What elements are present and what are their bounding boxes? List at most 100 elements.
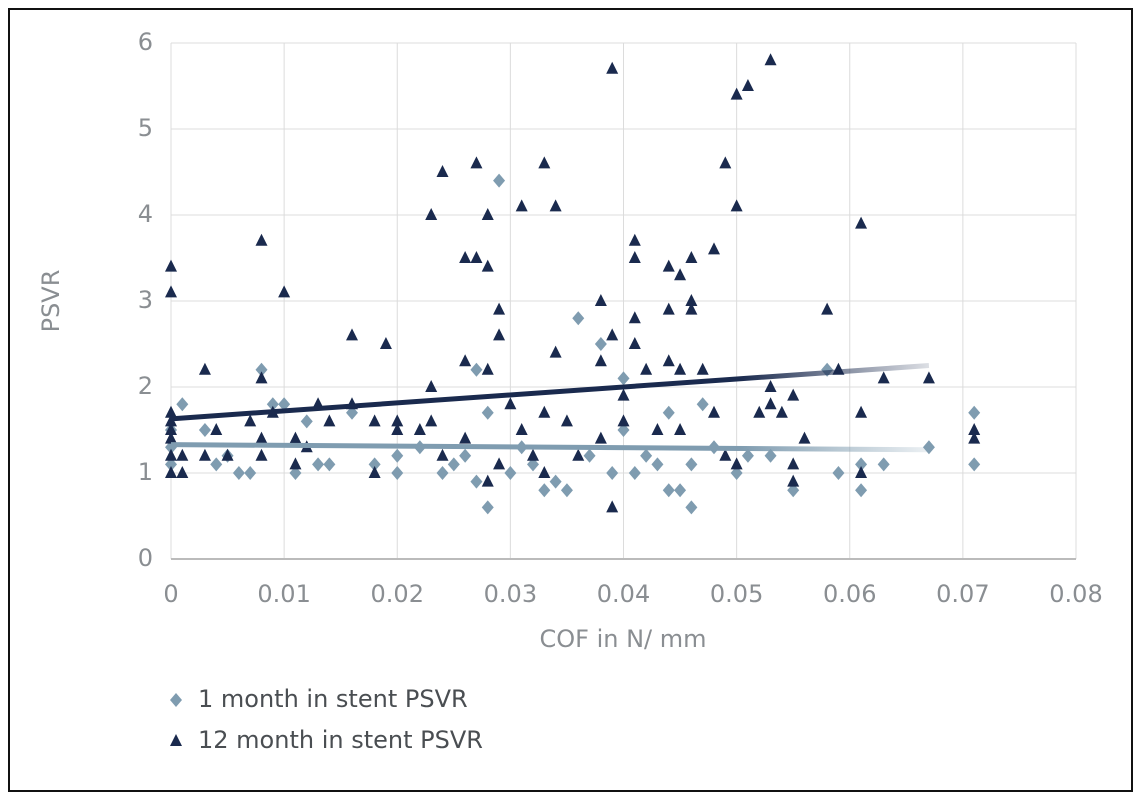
point (459, 448, 472, 463)
point (481, 405, 494, 420)
point (617, 423, 630, 437)
point (289, 466, 302, 480)
point (968, 457, 981, 472)
point (708, 405, 720, 418)
point (606, 466, 619, 480)
point (481, 474, 494, 487)
point (198, 448, 211, 461)
point (198, 362, 211, 375)
point (470, 251, 483, 263)
point (685, 500, 698, 515)
point (368, 414, 381, 427)
point (300, 414, 313, 429)
point (549, 199, 562, 212)
point (391, 423, 404, 435)
point (594, 337, 607, 351)
y-axis-label: PSVR (37, 270, 65, 333)
point (470, 362, 483, 377)
point (391, 466, 404, 480)
point (753, 405, 766, 418)
point (165, 259, 177, 272)
point (504, 397, 517, 410)
point (741, 79, 754, 91)
point (515, 199, 528, 212)
point (968, 405, 981, 420)
point (741, 448, 754, 463)
point (459, 354, 472, 367)
point (538, 483, 551, 498)
y-tick-label: 1 (138, 458, 153, 486)
point (594, 294, 607, 306)
point (764, 53, 777, 66)
point (481, 208, 494, 220)
point (662, 354, 675, 367)
point (165, 285, 177, 298)
y-tick-label: 4 (138, 200, 153, 228)
point (425, 414, 438, 427)
trend-line (170, 442, 929, 453)
point (662, 405, 675, 420)
legend-text: 1 month in stent PSVR (198, 685, 468, 713)
point (323, 414, 336, 427)
point (493, 173, 506, 188)
point (391, 448, 404, 463)
point (764, 397, 777, 410)
point (617, 371, 630, 386)
x-tick-label: 0.06 (823, 580, 876, 608)
point (730, 466, 743, 480)
point (696, 362, 709, 375)
point (459, 431, 472, 444)
point (606, 328, 619, 341)
point (628, 251, 641, 263)
point (379, 337, 392, 349)
point (730, 87, 743, 100)
x-tick-label: 0.02 (371, 580, 424, 608)
point (493, 302, 506, 315)
point (368, 457, 381, 472)
point (719, 448, 732, 461)
point (606, 61, 619, 74)
x-tick-label: 0 (163, 580, 178, 608)
point (617, 414, 630, 427)
point (787, 483, 800, 498)
point (515, 423, 528, 435)
point (165, 423, 177, 435)
point (594, 354, 607, 367)
point (662, 302, 675, 315)
point (176, 466, 189, 478)
legend-marker (170, 693, 182, 707)
point (696, 397, 709, 412)
point (855, 457, 868, 472)
point (787, 474, 800, 487)
x-tick-label: 0.04 (597, 580, 650, 608)
point (855, 216, 868, 229)
point (651, 457, 664, 472)
point (289, 431, 302, 444)
point (685, 302, 698, 315)
x-tick-label: 0.03 (484, 580, 537, 608)
point (244, 466, 257, 480)
point (877, 457, 890, 472)
point (617, 388, 630, 401)
point (255, 431, 268, 444)
x-tick-label: 0.07 (936, 580, 989, 608)
point (481, 362, 494, 375)
point (176, 397, 189, 412)
point (391, 414, 404, 427)
point (165, 466, 177, 478)
trend-line (170, 363, 930, 422)
x-tick-label: 0.01 (257, 580, 310, 608)
point (538, 405, 551, 418)
point (312, 457, 325, 472)
point (628, 466, 641, 480)
point (662, 483, 675, 498)
point (481, 259, 494, 272)
point (232, 466, 245, 480)
point (594, 431, 607, 444)
point (662, 259, 675, 272)
point (651, 423, 664, 435)
point (549, 345, 562, 358)
point (255, 371, 268, 384)
frame (8, 8, 1133, 792)
